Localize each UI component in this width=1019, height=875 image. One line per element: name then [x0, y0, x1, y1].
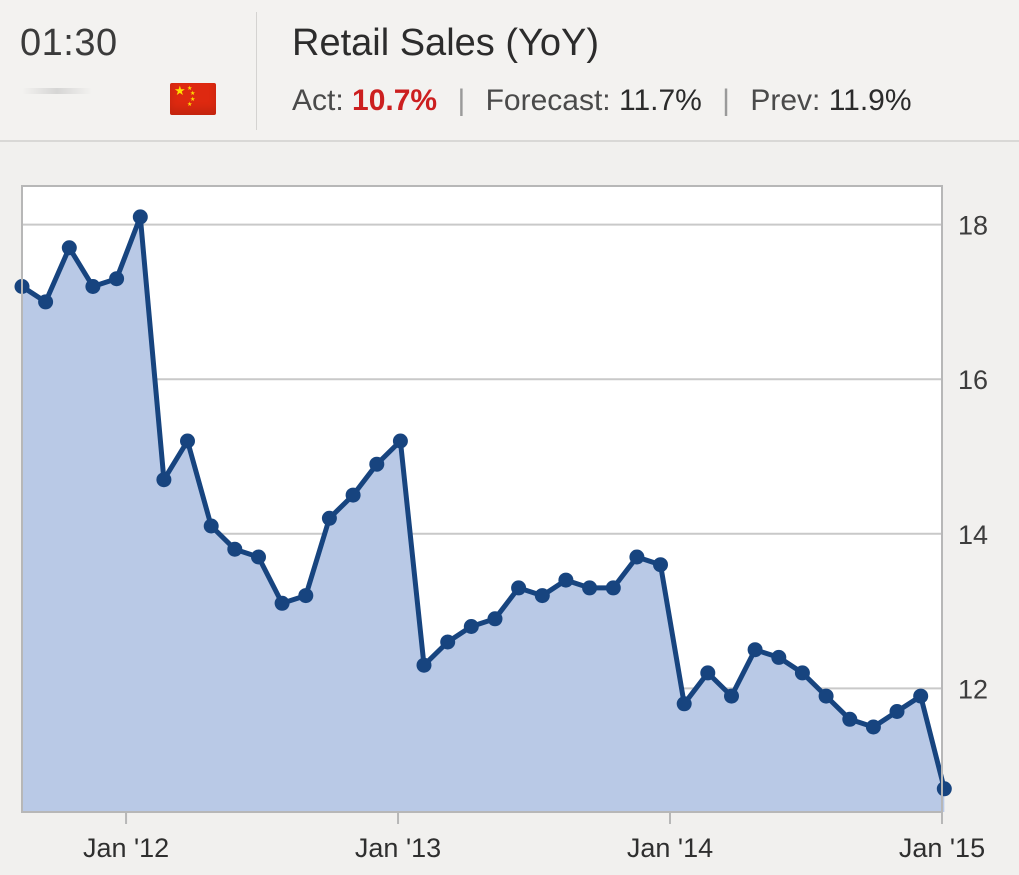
data-point-39 [936, 781, 952, 797]
previous-value: 11.9% [828, 84, 912, 117]
data-point-25 [605, 580, 621, 596]
data-point-18 [440, 634, 456, 650]
data-point-27 [653, 557, 668, 573]
data-point-26 [629, 549, 645, 565]
data-point-17 [416, 657, 432, 673]
data-point-22 [534, 588, 550, 604]
data-point-8 [203, 518, 219, 534]
data-point-16 [392, 433, 408, 449]
data-point-20 [487, 611, 503, 627]
data-point-21 [511, 580, 527, 596]
series-line [20, 214, 947, 790]
data-point-23 [558, 572, 574, 588]
data-point-38 [913, 688, 929, 704]
data-point-19 [463, 619, 479, 634]
data-point-9 [227, 541, 243, 557]
retail-sales-chart[interactable]: 12 14 16 18 Jan '12 Jan '13 Jan '14 Jan '15 [0, 150, 1019, 875]
data-point-5 [132, 209, 148, 225]
data-point-29 [700, 665, 716, 681]
x-tick-label: Jan '14 [627, 833, 713, 863]
actual-label: Act: [292, 84, 344, 117]
data-point-31 [747, 642, 763, 658]
chart-svg: 12 14 16 18 Jan '12 Jan '13 Jan '14 Jan '15 [14, 185, 988, 863]
blurred-subtext [22, 88, 92, 94]
data-point-28 [676, 696, 692, 712]
data-point-6 [156, 472, 172, 488]
data-point-1 [38, 294, 54, 310]
actual-value: 10.7% [352, 84, 438, 117]
data-point-37 [889, 704, 905, 719]
release-time: 01:30 [20, 22, 118, 64]
data-point-35 [842, 711, 858, 727]
y-tick-label: 12 [958, 674, 988, 704]
stats-separator: | [722, 84, 730, 117]
y-tick-label: 14 [958, 520, 988, 550]
data-point-10 [251, 549, 266, 565]
data-point-36 [865, 719, 881, 735]
x-tick-label: Jan '12 [83, 833, 169, 863]
previous-label: Prev: [750, 84, 821, 117]
data-point-24 [582, 580, 598, 596]
data-point-2 [61, 240, 77, 256]
data-point-11 [274, 595, 290, 611]
plot-frame [21, 185, 943, 813]
data-point-14 [345, 487, 361, 503]
forecast-label: Forecast: [485, 84, 611, 117]
data-point-7 [180, 433, 195, 449]
indicator-header: 01:30 ★ ★ ★ ★ ★ Retail Sales (YoY) Act: … [0, 0, 1019, 142]
y-tick-label: 18 [958, 211, 988, 241]
data-point-3 [85, 279, 101, 294]
x-axis-ticks: Jan '12 Jan '13 Jan '14 Jan '15 [83, 812, 985, 863]
indicator-stats: Act: 10.7% | Forecast: 11.7% | Prev: 11.… [292, 84, 912, 118]
data-point-4 [109, 271, 125, 287]
data-point-12 [298, 588, 314, 604]
forecast-value: 11.7% [618, 84, 702, 117]
data-point-33 [794, 665, 810, 681]
data-point-15 [369, 456, 385, 472]
data-point-34 [818, 688, 834, 704]
indicator-title: Retail Sales (YoY) [292, 22, 599, 64]
y-axis-ticks: 12 14 16 18 [958, 211, 988, 705]
x-tick-label: Jan '15 [899, 833, 985, 863]
data-point-30 [724, 688, 739, 704]
stats-separator: | [457, 84, 466, 117]
y-tick-label: 16 [958, 365, 988, 395]
header-divider [256, 12, 257, 130]
series-area [22, 216, 945, 812]
series-points [14, 209, 952, 797]
china-flag-icon: ★ ★ ★ ★ ★ [170, 83, 216, 115]
data-point-13 [321, 510, 337, 526]
x-tick-label: Jan '13 [355, 833, 441, 863]
data-point-32 [771, 649, 787, 665]
